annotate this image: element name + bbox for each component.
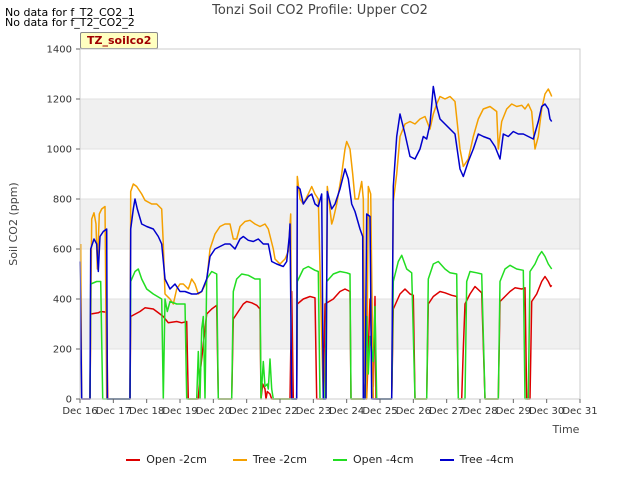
legend-swatch [439,458,454,461]
legend-label: Open -2cm [146,453,207,466]
no-data-note-1: No data for f_T2_CO2_1 [5,6,135,19]
legend-swatch [333,458,347,461]
legend-item: Tree -4cm [439,453,514,466]
y-tick-label: 600 [53,245,72,256]
x-tick-label: Dec 31 [562,406,597,417]
y-axis-ticks: 0 200 400 600 800 1000 1200 1400 [47,45,80,406]
y-tick-label: 1400 [47,45,72,56]
x-tick-label: Dec 22 [262,406,297,417]
grid-band [80,299,580,349]
x-tick-label: Dec 19 [162,406,197,417]
x-tick-label: Dec 17 [96,406,131,417]
legend-swatch [232,458,247,461]
x-tick-label: Dec 18 [129,406,164,417]
legend: Open -2cm Tree -2cm Open -4cm Tree -4cm [0,453,640,466]
site-badge: TZ_soilco2 [80,32,159,49]
series-lines [79,85,553,400]
y-tick-label: 0 [66,395,72,406]
legend-label: Tree -2cm [252,453,307,466]
x-tick-label: Dec 20 [196,406,231,417]
x-axis-label: Time [552,423,580,436]
y-tick-label: 1200 [47,95,72,106]
y-tick-label: 800 [53,195,72,206]
x-tick-label: Dec 25 [362,406,397,417]
legend-item: Open -4cm [333,453,414,466]
y-axis-label: Soil CO2 (ppm) [7,182,20,265]
x-tick-label: Dec 27 [429,406,464,417]
x-tick-label: Dec 24 [329,406,364,417]
series-line-open-4cm [89,250,553,400]
plot-frame [79,48,581,400]
grid-bands [80,48,580,400]
legend-swatch [126,458,141,461]
x-tick-label: Dec 21 [229,406,264,417]
y-tick-label: 1000 [47,145,72,156]
no-data-note-2: No data for f_T2_CO2_2 [5,16,135,29]
legend-item: Tree -2cm [232,453,307,466]
x-tick-label: Dec 30 [529,406,564,417]
x-tick-label: Dec 29 [496,406,531,417]
x-tick-label: Dec 28 [462,406,497,417]
grid-band [80,99,580,149]
x-tick-label: Dec 16 [62,406,97,417]
x-tick-label: Dec 26 [396,406,431,417]
legend-item: Open -2cm [126,453,207,466]
x-tick-label: Dec 23 [296,406,331,417]
series-line-tree-2cm [79,88,553,400]
legend-label: Open -4cm [353,453,414,466]
y-tick-label: 200 [53,345,72,356]
y-tick-label: 400 [53,295,72,306]
legend-label: Tree -4cm [459,453,514,466]
series-line-tree-4cm [79,85,553,400]
chart-title: Tonzi Soil CO2 Profile: Upper CO2 [212,3,428,18]
